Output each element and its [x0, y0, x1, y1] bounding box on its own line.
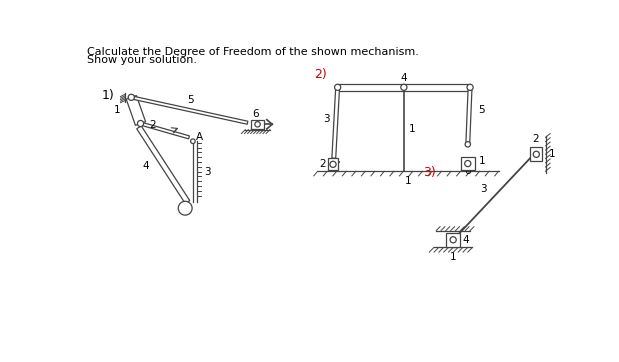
Polygon shape: [140, 122, 189, 139]
Text: 2: 2: [532, 134, 539, 144]
Circle shape: [178, 201, 192, 215]
Text: Calculate the Degree of Freedom of the shown mechanism.: Calculate the Degree of Freedom of the s…: [87, 47, 418, 57]
Circle shape: [255, 122, 260, 127]
Bar: [446, 233, 460, 247]
Polygon shape: [466, 87, 472, 144]
Polygon shape: [332, 87, 340, 158]
Text: 1: 1: [114, 105, 121, 115]
Circle shape: [450, 237, 456, 243]
Polygon shape: [126, 96, 145, 125]
Text: 6: 6: [464, 166, 471, 176]
Text: 4: 4: [400, 73, 407, 83]
Text: 4: 4: [462, 235, 469, 245]
Bar: [530, 147, 542, 161]
Polygon shape: [137, 126, 190, 203]
Bar: [461, 157, 475, 171]
Circle shape: [467, 84, 473, 90]
Text: 4: 4: [142, 161, 149, 171]
Circle shape: [330, 161, 336, 167]
Text: 1: 1: [409, 124, 415, 134]
Text: 5: 5: [188, 95, 194, 105]
Circle shape: [400, 84, 407, 90]
Text: Show your solution.: Show your solution.: [87, 55, 197, 65]
Text: 1: 1: [450, 252, 456, 262]
Text: 1: 1: [548, 149, 555, 159]
Text: 1: 1: [405, 176, 412, 185]
Text: 3: 3: [324, 114, 330, 124]
Text: 2): 2): [314, 68, 327, 81]
Text: 1: 1: [478, 156, 485, 166]
Circle shape: [137, 121, 144, 127]
Text: 2: 2: [150, 120, 156, 130]
Text: 5: 5: [478, 105, 485, 115]
Circle shape: [465, 160, 471, 167]
Text: 1): 1): [102, 89, 115, 101]
Circle shape: [128, 94, 134, 100]
Polygon shape: [337, 84, 470, 91]
Bar: [327, 158, 339, 171]
Polygon shape: [131, 96, 248, 124]
Text: 3: 3: [204, 167, 210, 177]
Circle shape: [334, 84, 340, 90]
Bar: [251, 120, 264, 129]
Circle shape: [191, 139, 195, 144]
Text: 3): 3): [423, 165, 436, 178]
Text: 3: 3: [480, 184, 487, 194]
Text: A: A: [196, 132, 202, 142]
Circle shape: [465, 142, 470, 147]
Circle shape: [533, 151, 539, 157]
Text: 6: 6: [253, 109, 259, 119]
Text: 2: 2: [319, 159, 326, 169]
